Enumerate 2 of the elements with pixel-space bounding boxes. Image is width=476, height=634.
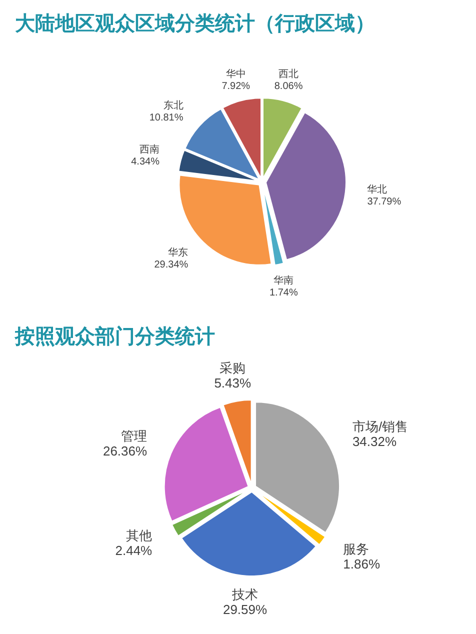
title: 按照观众部门分类统计: [15, 326, 215, 348]
title: 大陆地区观众区域分类统计（行政区域）: [15, 13, 375, 35]
